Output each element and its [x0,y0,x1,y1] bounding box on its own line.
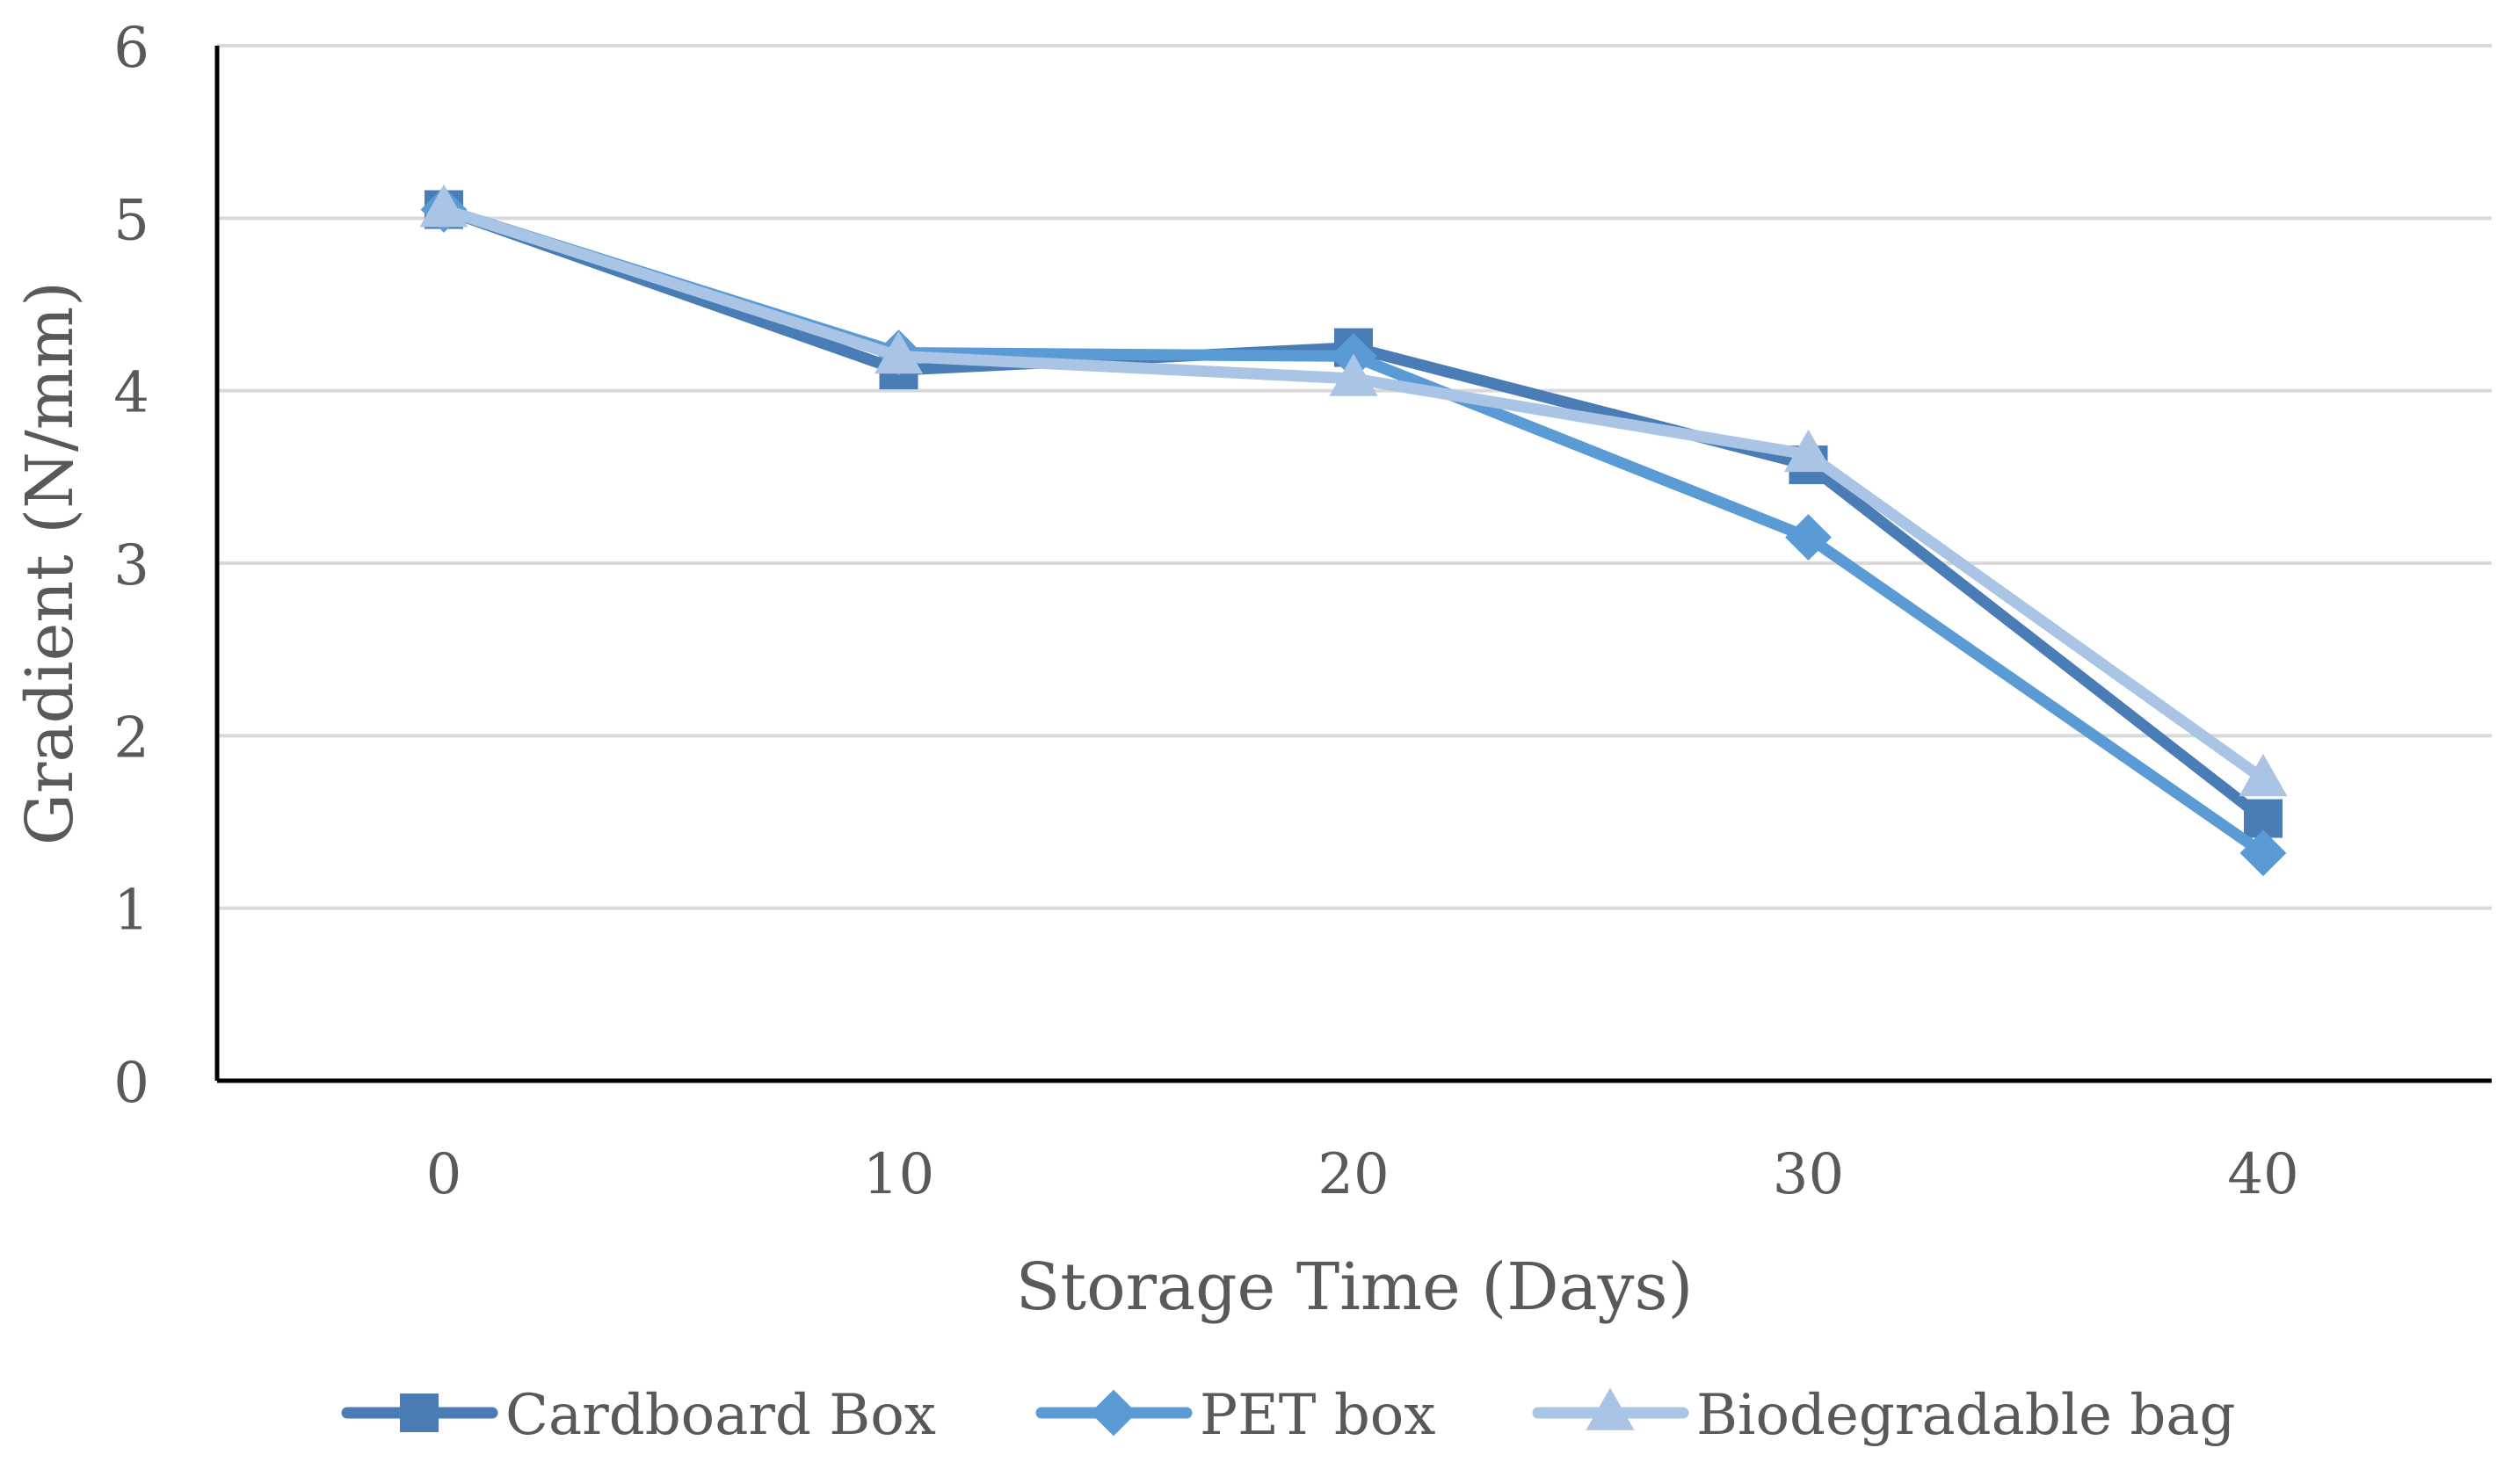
y-axis-title: Gradient (N/mm) [12,281,88,845]
y-tick-label: 4 [113,361,149,426]
x-tick-labels: 0 10 20 30 40 [426,1142,2299,1207]
data-point [1785,514,1832,561]
legend-item: Cardboard Box [341,1383,936,1448]
x-tick-label: 0 [426,1142,462,1207]
data-point [2239,753,2288,797]
legend-label: PET box [1200,1383,1435,1448]
y-tick-label: 3 [113,533,149,598]
data-point [1784,429,1833,473]
y-tick-labels: 0 1 2 3 4 5 6 [113,16,149,1116]
legend: Cardboard Box PET box Biodegradable bag [341,1383,2235,1448]
x-axis-title: Storage Time (Days) [1016,1249,1694,1325]
data-point [419,184,468,228]
legend-label: Cardboard Box [505,1383,936,1448]
legend-item: Biodegradable bag [1532,1383,2235,1448]
data-point [875,330,923,374]
data-point [1329,353,1378,396]
series-biodegradable-bag [419,184,2288,797]
x-tick-label: 40 [2227,1142,2298,1207]
legend-marker [1586,1387,1635,1430]
legend-item: PET box [1035,1383,1435,1448]
series-line [438,204,2269,785]
axes [214,46,2492,1083]
y-tick-label: 6 [113,16,149,81]
legend-marker [1090,1389,1137,1437]
series-lines [419,184,2288,877]
data-point [2239,829,2287,877]
y-tick-label: 5 [113,188,149,253]
x-tick-label: 10 [863,1142,934,1207]
x-tick-label: 20 [1317,1142,1389,1207]
y-tick-label: 0 [113,1051,149,1116]
legend-label: Biodegradable bag [1696,1383,2235,1448]
x-tick-label: 30 [1773,1142,1844,1207]
gridlines [217,44,2492,910]
y-tick-label: 2 [113,706,149,771]
legend-marker [400,1394,439,1432]
y-tick-label: 1 [113,879,149,944]
